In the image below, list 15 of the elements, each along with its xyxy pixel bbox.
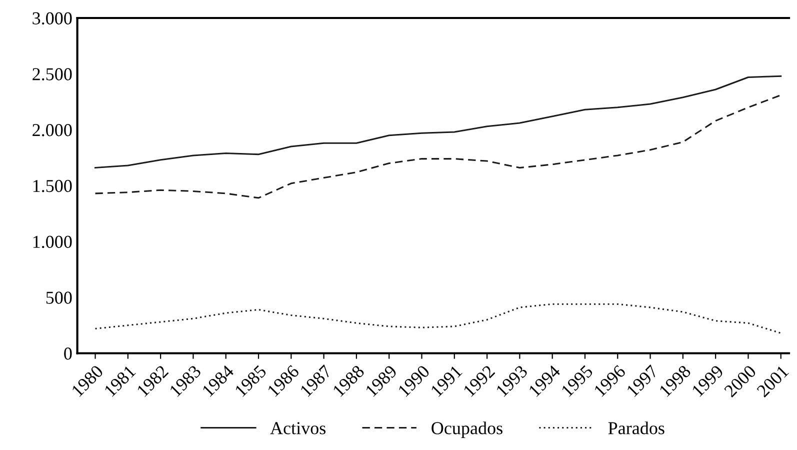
y-tick-label: 2.500 <box>32 68 72 80</box>
x-tick-label: 1981 <box>104 364 136 398</box>
line-series <box>94 94 782 199</box>
y-tick-label: 500 <box>46 292 72 304</box>
line-series <box>94 303 782 334</box>
y-tick-label: 0 <box>64 348 72 360</box>
y-tick-label: 1.000 <box>33 236 72 248</box>
y-tick-label: 1.500 <box>33 180 72 192</box>
y-tick-label: 3.000 <box>32 12 72 25</box>
legend-label: Ocupados <box>432 422 502 438</box>
x-tick-label: 1991 <box>430 364 463 398</box>
legend-label: Parados <box>608 422 664 434</box>
legend-label: Activos <box>270 422 326 434</box>
y-tick-label: 2.000 <box>32 124 72 136</box>
line-series <box>94 75 782 169</box>
